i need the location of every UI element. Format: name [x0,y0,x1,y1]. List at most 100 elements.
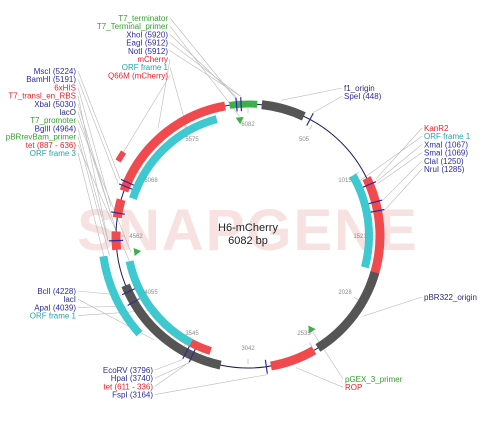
feature-orf-frame-3 [99,255,143,337]
site-bamhi [118,183,133,190]
site-fspi [264,359,268,374]
site-clai [368,199,383,205]
feature-q66m-marker [115,150,127,163]
feature-label: lacO [60,108,76,117]
label-leader [77,70,121,180]
label-leader [295,367,344,388]
feature-label: ORF frame 1 [122,63,169,72]
feature-label: ORF frame 1 [424,132,471,141]
feature-label: XmaI (1067) [424,140,468,149]
feature-f1-origin [261,100,306,121]
primer-t7-promoter-arrow [133,248,142,256]
label-leader [281,87,343,101]
feature-label: T7_Terminal_primer [97,22,168,31]
tick-mark [136,171,142,175]
feature-label: lacI [64,295,76,304]
label-leader [385,168,423,210]
feature-orf-laci [125,260,194,347]
label-leader [77,144,133,268]
feature-label: ROP [345,383,362,392]
label-leader [120,75,171,157]
feature-label: BclI (4228) [37,287,76,296]
feature-label: FspI (3164) [112,391,153,400]
feature-label: XhoI (5920) [126,30,168,39]
feature-label: ORF frame 3 [30,149,77,158]
feature-rop [270,346,317,371]
label-leader [77,111,119,237]
feature-label: tet (887 - 636) [26,141,77,150]
label-leader [77,128,109,241]
tick-label: 1521 [353,234,367,240]
feature-label: SpeI (448) [344,92,382,101]
feature-orf-mcherry [129,115,218,200]
feature-pbr322-origin [315,271,380,352]
feature-label: MscI (5224) [34,67,77,76]
feature-orf-kan [349,173,373,269]
feature-laci [121,283,222,370]
tick-label: 2535 [297,331,311,337]
label-leader [313,95,343,113]
tick-mark [183,342,187,348]
feature-label: ORF frame 1 [30,312,77,321]
label-leader [77,120,132,253]
position-ticks: 6082 505 1015 1521 2028 2535 3042 3545 4055 4562 5… [120,108,376,364]
site-hpai [188,349,196,363]
feature-label: Q66M (mCherry) [108,71,168,80]
tick-mark [309,124,313,130]
feature-label: ApaI (4039) [34,303,76,312]
feature-label: mCherry [137,55,168,64]
label-leader [376,144,423,182]
label-leader [362,296,423,317]
tick-mark [354,171,360,175]
feature-label: HpaI (3740) [111,374,154,383]
feature-label: NruI (1285) [424,165,465,174]
label-leader [169,26,240,117]
feature-label: 6xHIS [54,83,76,92]
feature-label: SmaI (1069) [424,149,468,158]
tick-mark [309,342,313,348]
feature-label: XbaI (5030) [34,100,76,109]
feature-label: EagI (5912) [126,39,168,48]
tick-label: 1015 [338,178,352,184]
primer-pgex-3-arrow [308,325,316,334]
primer-t7-terminal-arrow [235,117,244,125]
feature-label: T7_terminator [118,14,168,23]
label-group-bottom-left: EcoRV (3796)HpaI (3740)tet (611 - 336)Fs… [103,366,153,400]
feature-arcs [99,100,385,371]
tick-mark [136,297,142,301]
label-leader [154,374,268,395]
tick-label: 6082 [241,122,255,128]
label-leader [169,42,241,97]
tick-label: 4562 [129,234,143,240]
label-leader [154,359,183,371]
label-leader [77,87,112,207]
site-noti [240,97,243,112]
label-leader [157,58,171,129]
site-bcli [121,288,135,296]
tick-label: 5575 [185,137,199,143]
feature-label: T7_promoter [30,116,76,125]
feature-label: tet (611 - 336) [103,382,153,391]
feature-label: T7_transl_en_RBS [8,92,76,101]
feature-6xhis [112,198,126,219]
feature-label: BamHI (5191) [26,75,76,84]
label-group-mid-left: MscI (5224)BamHI (5191)6xHIST7_transl_en… [6,67,77,158]
site-ecorv [182,346,190,360]
tick-label: 3042 [241,346,255,352]
tick-label: 3545 [185,331,199,337]
tick-label: 2028 [338,290,352,296]
plasmid-name: H6-mCherry [218,222,278,234]
site-xmai [362,181,377,188]
tick-label: 4055 [144,290,158,296]
label-leader [377,152,423,184]
label-leader [356,135,423,184]
tick-mark [183,124,187,130]
feature-label: pBRrevBam_primer [6,133,77,142]
label-group-lower-right: pBR322_origin [424,293,477,302]
site-xbai [111,211,126,215]
label-leader [169,34,237,97]
